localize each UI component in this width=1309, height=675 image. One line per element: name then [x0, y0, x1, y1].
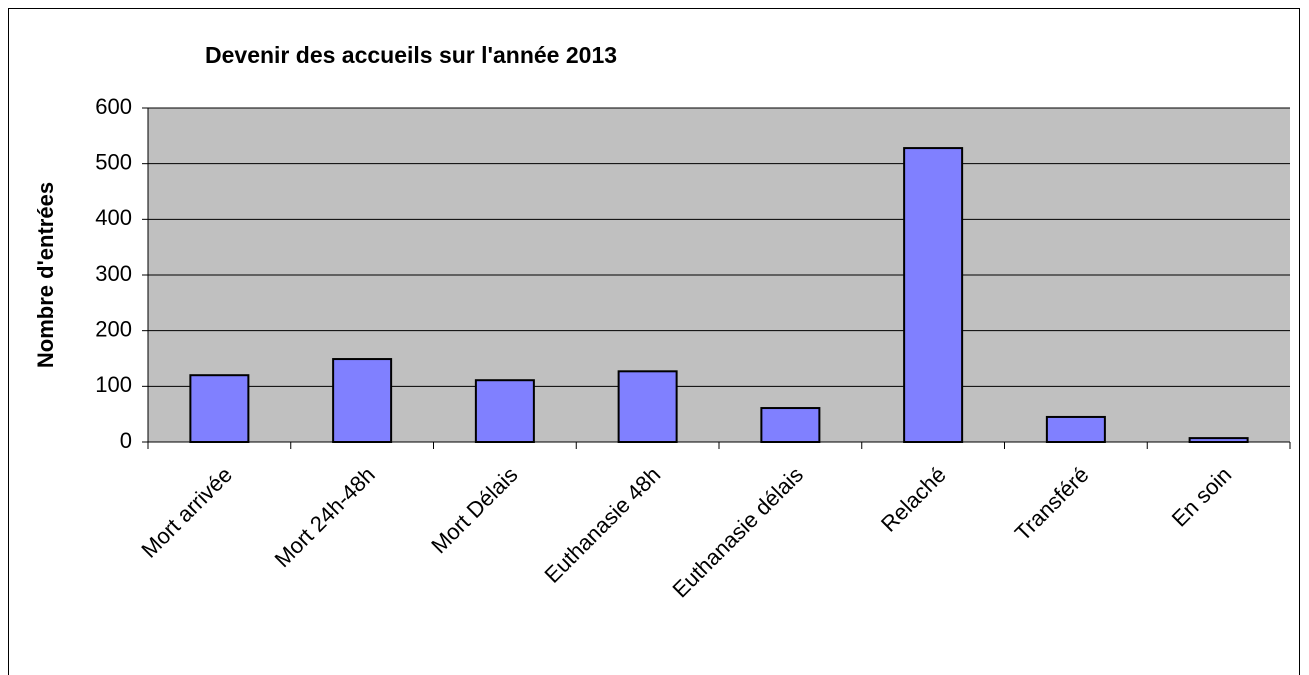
y-tick-label: 300: [95, 261, 132, 286]
bar: [189, 374, 250, 444]
y-axis-label: Nombre d'entrées: [33, 182, 58, 368]
y-tick-label: 500: [95, 149, 132, 174]
y-tick-label: 400: [95, 205, 132, 230]
y-tick-label: 100: [95, 372, 132, 397]
bar: [474, 379, 535, 443]
bar: [1045, 415, 1106, 444]
bar: [617, 370, 678, 444]
bar: [903, 147, 964, 444]
y-tick-label: 200: [95, 316, 132, 341]
bar: [1188, 437, 1249, 443]
bar: [332, 358, 393, 444]
chart-title: Devenir des accueils sur l'année 2013: [205, 42, 617, 68]
y-tick-label: 600: [95, 94, 132, 119]
y-tick-label: 0: [120, 428, 132, 453]
bar: [760, 407, 821, 443]
